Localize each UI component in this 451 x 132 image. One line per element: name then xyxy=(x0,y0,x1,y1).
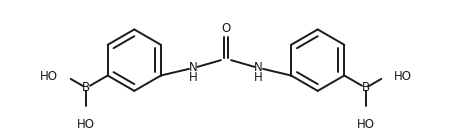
Text: N: N xyxy=(253,61,262,74)
Text: H: H xyxy=(253,71,262,84)
Text: HO: HO xyxy=(40,70,58,83)
Text: O: O xyxy=(221,22,230,35)
Text: HO: HO xyxy=(393,70,411,83)
Text: B: B xyxy=(361,81,369,94)
Text: B: B xyxy=(82,81,90,94)
Text: HO: HO xyxy=(77,118,95,131)
Text: H: H xyxy=(189,71,198,84)
Text: HO: HO xyxy=(356,118,374,131)
Text: N: N xyxy=(189,61,198,74)
